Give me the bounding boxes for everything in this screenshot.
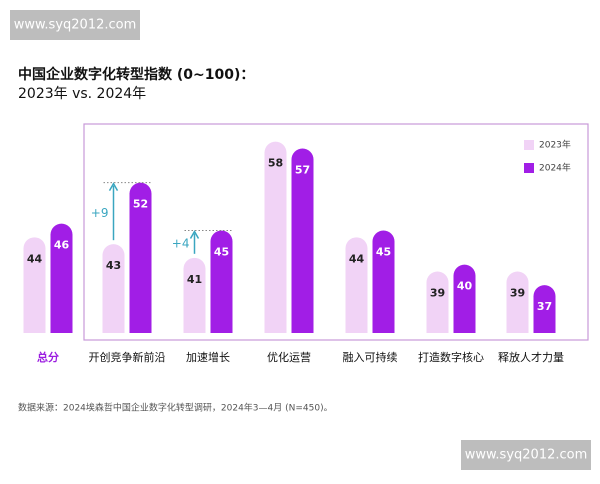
bar bbox=[183, 257, 206, 333]
bar bbox=[426, 271, 449, 333]
bar bbox=[102, 244, 125, 333]
value-label: 45 bbox=[214, 246, 229, 259]
legend-label: 2024年 bbox=[539, 162, 571, 174]
chart-subtitle: 2023年 vs. 2024年 bbox=[18, 86, 146, 102]
chart-title: 中国企业数字化转型指数 (0~100)： bbox=[18, 66, 254, 83]
bar bbox=[453, 264, 476, 333]
x-tick-label: 融入可持续 bbox=[343, 350, 398, 364]
bar bbox=[264, 141, 287, 333]
plot-frame bbox=[83, 123, 589, 341]
x-tick-label: 释放人才力量 bbox=[498, 350, 564, 364]
value-label: 45 bbox=[376, 246, 391, 259]
annotation-label: +9 bbox=[91, 206, 109, 220]
value-label: 43 bbox=[106, 259, 121, 272]
bar bbox=[23, 237, 46, 333]
bar bbox=[291, 148, 314, 333]
bar bbox=[210, 230, 233, 333]
bar bbox=[533, 285, 556, 333]
source-note: 数据来源：2024埃森哲中国企业数字化转型调研，2024年3—4月 (N=450… bbox=[18, 402, 333, 414]
legend-swatch bbox=[524, 140, 534, 150]
bar bbox=[372, 230, 395, 333]
bar bbox=[50, 223, 73, 333]
x-tick-label: 优化运营 bbox=[267, 350, 311, 364]
watermark-box bbox=[10, 10, 140, 40]
legend-swatch bbox=[524, 163, 534, 173]
bar bbox=[129, 182, 152, 333]
annotation-label: +4 bbox=[172, 237, 190, 251]
x-tick-label: 总分 bbox=[37, 350, 59, 364]
bar bbox=[506, 271, 529, 333]
annotation-arrowhead bbox=[108, 182, 119, 192]
annotation-arrowhead bbox=[189, 229, 200, 239]
x-tick-label: 开创竞争新前沿 bbox=[89, 350, 166, 364]
value-label: 58 bbox=[268, 157, 283, 170]
legend-label: 2023年 bbox=[539, 139, 571, 151]
bar bbox=[345, 237, 368, 333]
x-tick-label: 打造数字核心 bbox=[418, 350, 484, 364]
watermark: www.syq2012.com bbox=[14, 18, 137, 33]
x-tick-label: 加速增长 bbox=[186, 350, 230, 364]
value-label: 44 bbox=[27, 252, 43, 265]
value-label: 57 bbox=[295, 164, 310, 177]
value-label: 39 bbox=[430, 287, 445, 300]
watermark-box bbox=[461, 440, 591, 470]
value-label: 39 bbox=[510, 287, 525, 300]
watermark: www.syq2012.com bbox=[465, 448, 588, 463]
value-label: 52 bbox=[133, 198, 148, 211]
value-label: 46 bbox=[54, 239, 70, 252]
value-label: 40 bbox=[457, 280, 473, 293]
value-label: 44 bbox=[349, 252, 365, 265]
value-label: 41 bbox=[187, 273, 202, 286]
value-label: 37 bbox=[537, 300, 552, 313]
